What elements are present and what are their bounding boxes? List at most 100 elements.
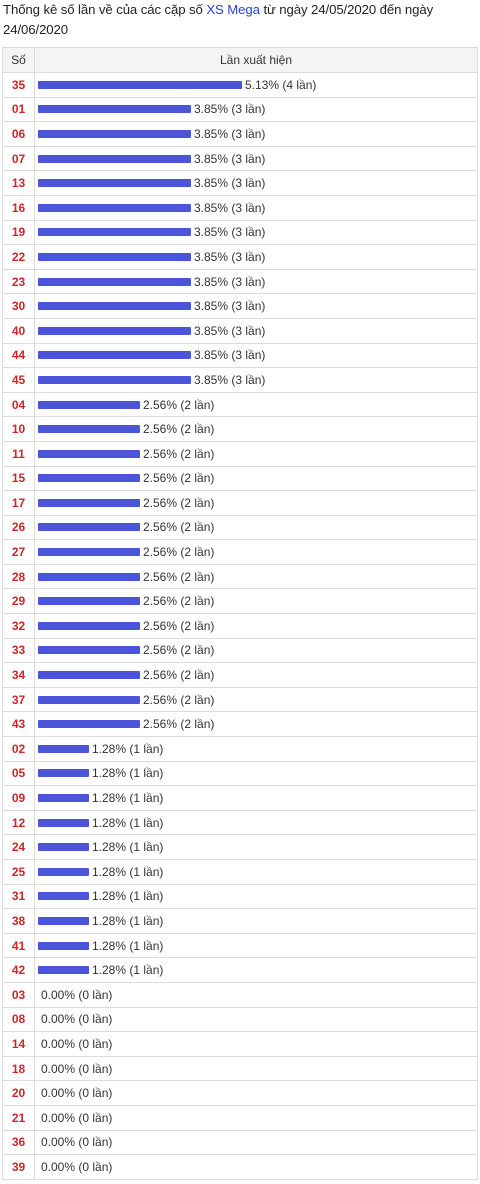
frequency-bar	[38, 179, 191, 188]
table-row: 26 2.56% (2 lần)	[2, 514, 478, 541]
row-frequency-cell: 2.56% (2 lần)	[34, 416, 478, 442]
frequency-bar	[38, 548, 140, 557]
frequency-bar	[38, 105, 191, 114]
table-row: 22 3.85% (3 lần)	[2, 244, 478, 270]
frequency-label: 1.28% (1 lần)	[92, 741, 164, 756]
row-frequency-cell: 1.28% (1 lần)	[34, 809, 478, 836]
row-number: 09	[2, 785, 35, 811]
row-frequency-cell: 2.56% (2 lần)	[34, 588, 478, 615]
row-frequency-cell: 2.56% (2 lần)	[34, 440, 478, 467]
frequency-label: 2.56% (2 lần)	[143, 545, 215, 560]
title-suffix: từ ngày 24/05/2020 đến ngày 24/06/2020	[3, 2, 434, 37]
row-frequency-cell: 3.85% (3 lần)	[34, 219, 478, 246]
row-number: 08	[2, 1006, 35, 1033]
row-number: 11	[2, 440, 35, 467]
row-number: 26	[2, 514, 35, 541]
row-frequency-cell: 2.56% (2 lần)	[34, 711, 478, 738]
frequency-label: 0.00% (0 lần)	[41, 1012, 113, 1027]
table-row: 23 3.85% (3 lần)	[2, 268, 478, 295]
row-number: 04	[2, 391, 35, 418]
row-number: 34	[2, 662, 35, 688]
row-frequency-cell: 1.28% (1 lần)	[34, 760, 478, 787]
row-number: 40	[2, 317, 35, 344]
frequency-bar	[38, 892, 89, 901]
frequency-bar	[38, 375, 191, 384]
row-number: 31	[2, 883, 35, 910]
row-number: 30	[2, 293, 35, 319]
frequency-label: 1.28% (1 lần)	[92, 766, 164, 781]
row-frequency-cell: 2.56% (2 lần)	[34, 490, 478, 516]
row-frequency-cell: 3.85% (3 lần)	[34, 293, 478, 319]
frequency-bar	[38, 966, 89, 975]
table-row: 38 1.28% (1 lần)	[2, 908, 478, 934]
row-number: 02	[2, 736, 35, 762]
frequency-bar	[38, 523, 140, 532]
frequency-label: 0.00% (0 lần)	[41, 1159, 113, 1174]
frequency-bar	[38, 916, 89, 925]
frequency-label: 0.00% (0 lần)	[41, 1036, 113, 1051]
title-prefix: Thống kê số lần về của các cặp số	[3, 2, 207, 17]
table-row: 19 3.85% (3 lần)	[2, 219, 478, 246]
table-row: 21 0.00% (0 lần)	[2, 1104, 478, 1131]
row-number: 24	[2, 834, 35, 860]
table-row: 13 3.85% (3 lần)	[2, 170, 478, 196]
row-frequency-cell: 2.56% (2 lần)	[34, 563, 478, 590]
frequency-label: 1.28% (1 lần)	[92, 938, 164, 953]
frequency-bar	[38, 228, 191, 237]
row-number: 28	[2, 563, 35, 590]
frequency-label: 3.85% (3 lần)	[194, 200, 266, 215]
row-frequency-cell: 0.00% (0 lần)	[34, 1055, 478, 1082]
frequency-label: 0.00% (0 lần)	[41, 1135, 113, 1150]
row-number: 17	[2, 490, 35, 516]
row-number: 45	[2, 367, 35, 393]
frequency-bar	[38, 843, 89, 852]
table-body: 35 5.13% (4 lần) 01 3.85% (3 lần) 06 3.85% (3…	[2, 72, 478, 1180]
row-number: 25	[2, 859, 35, 885]
row-frequency-cell: 3.85% (3 lần)	[34, 342, 478, 369]
frequency-bar	[38, 671, 140, 680]
table-row: 07 3.85% (3 lần)	[2, 145, 478, 172]
row-number: 12	[2, 809, 35, 836]
frequency-label: 3.85% (3 lần)	[194, 372, 266, 387]
frequency-bar	[38, 695, 140, 704]
frequency-label: 0.00% (0 lần)	[41, 987, 113, 1002]
table-row: 32 2.56% (2 lần)	[2, 613, 478, 639]
frequency-label: 2.56% (2 lần)	[143, 618, 215, 633]
table-row: 06 3.85% (3 lần)	[2, 121, 478, 147]
row-number: 35	[2, 72, 35, 98]
row-frequency-cell: 3.85% (3 lần)	[34, 121, 478, 147]
frequency-bar	[38, 277, 191, 286]
table-row: 18 0.00% (0 lần)	[2, 1055, 478, 1082]
row-frequency-cell: 2.56% (2 lần)	[34, 613, 478, 639]
table-row: 27 2.56% (2 lần)	[2, 539, 478, 565]
row-frequency-cell: 1.28% (1 lần)	[34, 908, 478, 934]
frequency-label: 1.28% (1 lần)	[92, 815, 164, 830]
row-number: 01	[2, 96, 35, 123]
row-number: 14	[2, 1031, 35, 1057]
row-frequency-cell: 0.00% (0 lần)	[34, 1104, 478, 1131]
table-row: 02 1.28% (1 lần)	[2, 736, 478, 762]
row-number: 27	[2, 539, 35, 565]
row-number: 42	[2, 957, 35, 983]
row-number: 21	[2, 1104, 35, 1131]
row-frequency-cell: 5.13% (4 lần)	[34, 72, 478, 98]
frequency-label: 3.85% (3 lần)	[194, 249, 266, 264]
xs-mega-link[interactable]: XS Mega	[206, 2, 260, 17]
table-header-row: Số Lần xuất hiện	[2, 47, 478, 73]
table-row: 20 0.00% (0 lần)	[2, 1080, 478, 1106]
row-number: 38	[2, 908, 35, 934]
row-number: 33	[2, 637, 35, 664]
frequency-label: 2.56% (2 lần)	[143, 520, 215, 535]
row-frequency-cell: 3.85% (3 lần)	[34, 96, 478, 123]
frequency-bar	[38, 203, 191, 212]
column-header-frequency: Lần xuất hiện	[34, 47, 478, 73]
row-frequency-cell: 1.28% (1 lần)	[34, 932, 478, 959]
frequency-bar	[38, 400, 140, 409]
row-frequency-cell: 2.56% (2 lần)	[34, 539, 478, 565]
frequency-label: 3.85% (3 lần)	[194, 225, 266, 240]
row-frequency-cell: 2.56% (2 lần)	[34, 686, 478, 713]
row-frequency-cell: 2.56% (2 lần)	[34, 465, 478, 492]
row-number: 22	[2, 244, 35, 270]
frequency-bar	[38, 794, 89, 803]
row-number: 43	[2, 711, 35, 738]
